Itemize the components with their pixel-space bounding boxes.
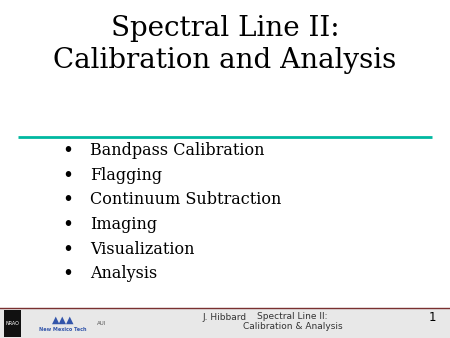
Text: Spectral Line II:
Calibration and Analysis: Spectral Line II: Calibration and Analys… xyxy=(54,15,396,74)
Text: New Mexico Tech: New Mexico Tech xyxy=(39,327,87,332)
Text: ▲▲▲: ▲▲▲ xyxy=(52,315,74,325)
Bar xyxy=(4,310,21,337)
Text: •: • xyxy=(62,166,73,185)
Text: Flagging: Flagging xyxy=(90,167,162,184)
Text: 1: 1 xyxy=(429,311,436,323)
Text: AUI: AUI xyxy=(97,321,106,326)
Text: •: • xyxy=(62,141,73,160)
Text: Bandpass Calibration: Bandpass Calibration xyxy=(90,142,265,159)
Text: •: • xyxy=(62,190,73,209)
Bar xyxy=(0,308,450,338)
Text: •: • xyxy=(62,215,73,234)
Text: Continuum Subtraction: Continuum Subtraction xyxy=(90,191,281,208)
Text: •: • xyxy=(62,240,73,259)
Text: Imaging: Imaging xyxy=(90,216,157,233)
Text: Spectral Line II:
Calibration & Analysis: Spectral Line II: Calibration & Analysis xyxy=(243,312,342,332)
Text: Visualization: Visualization xyxy=(90,241,194,258)
Text: •: • xyxy=(62,264,73,283)
Text: J. Hibbard: J. Hibbard xyxy=(203,313,247,321)
Text: NRAO: NRAO xyxy=(5,321,19,326)
Text: Analysis: Analysis xyxy=(90,265,157,282)
